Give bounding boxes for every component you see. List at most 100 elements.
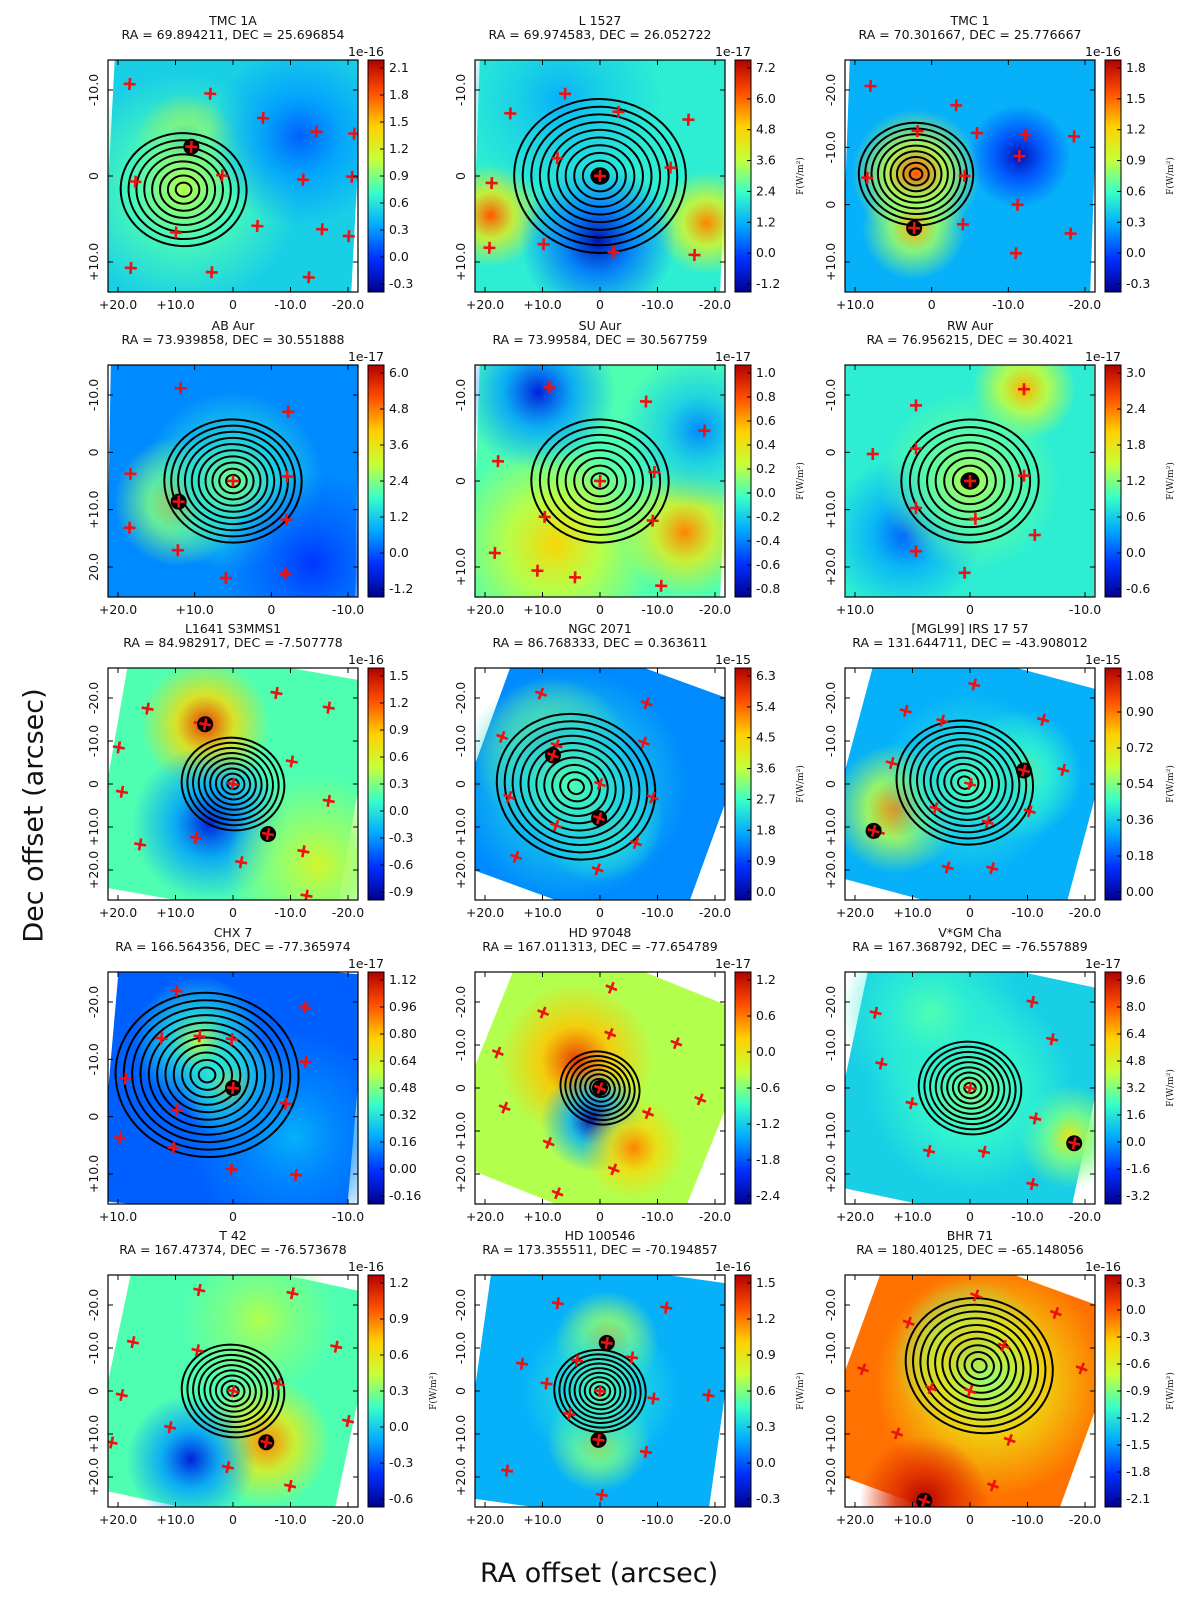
- y-tick-label: 0: [86, 172, 101, 180]
- colorbar-tick-label: 1.8: [1126, 60, 1146, 75]
- spaxel-cross: [637, 736, 650, 749]
- spaxel-cross: [629, 836, 643, 850]
- x-tick-label: -20.0: [332, 297, 364, 312]
- x-tick-label: -10.0: [992, 297, 1024, 312]
- y-tick-label: +10.0: [453, 808, 468, 846]
- contour-line: [917, 433, 1023, 529]
- spaxel-cross: [655, 579, 668, 592]
- spaxel-cross: [591, 863, 604, 876]
- colorbar-label: F(W/m²): [795, 765, 806, 803]
- contour-line: [568, 1362, 632, 1420]
- colorbar-tick-label: 2.1: [389, 60, 409, 75]
- colorbar-scale: 1e-16: [348, 44, 384, 59]
- panel-title: V*GM Cha: [938, 925, 1002, 940]
- contour-line: [589, 1077, 611, 1099]
- contour-line: [186, 1348, 280, 1434]
- contour-line: [584, 1073, 616, 1103]
- heatmap-area: [475, 365, 725, 597]
- contour-line: [197, 1359, 269, 1423]
- source-marker: [225, 1080, 241, 1096]
- y-tick-label: -20.0: [86, 1289, 101, 1321]
- colorbar-tick-label: 1.08: [1126, 668, 1154, 683]
- x-tick-label: -10.0: [274, 297, 306, 312]
- panel-subtitle: RA = 180.40125, DEC = -65.148056: [856, 1242, 1084, 1257]
- x-tick-label: -20.0: [1069, 1512, 1101, 1527]
- x-tick-label: -20.0: [332, 905, 364, 920]
- contour-line: [941, 1330, 1018, 1401]
- spaxel-cross: [559, 87, 572, 100]
- y-tick-label: -10.0: [86, 725, 101, 757]
- contour-line: [946, 1066, 994, 1110]
- colorbar-scale: 1e-17: [715, 349, 751, 364]
- spaxel-cross: [688, 248, 701, 261]
- x-tick-label: 0: [229, 297, 237, 312]
- contour-line: [919, 1310, 1040, 1421]
- spaxel-cross: [1045, 1033, 1059, 1046]
- contour-line: [951, 464, 989, 498]
- colorbar-tick-label: 1.2: [389, 509, 409, 524]
- x-tick-label: 0: [229, 905, 237, 920]
- colorbar-tick-label: 6.4: [1126, 1026, 1146, 1041]
- y-tick-label: +10.0: [823, 1415, 838, 1453]
- contour-line: [203, 757, 263, 811]
- colorbar-tick-label: 0.0: [389, 1419, 409, 1434]
- source-marker: [916, 1492, 933, 1507]
- spaxel-cross: [605, 981, 618, 994]
- colorbar-tick-label: 0.48: [389, 1080, 417, 1095]
- colorbar-tick-label: 0.0: [756, 1044, 776, 1059]
- x-tick-label: 0: [229, 1512, 237, 1527]
- spaxel-cross: [491, 1046, 504, 1059]
- colorbar-tick-label: -0.6: [389, 857, 413, 872]
- spaxel-cross: [225, 1163, 238, 1176]
- colorbar-tick-label: -2.4: [756, 1188, 780, 1203]
- panel-subtitle: RA = 76.956215, DEC = 30.4021: [866, 332, 1073, 347]
- colorbar-tick-label: 3.0: [1126, 365, 1146, 380]
- source-marker: [1066, 1135, 1083, 1152]
- spaxel-cross: [563, 1407, 576, 1421]
- spaxel-cross: [534, 687, 548, 700]
- spaxel-cross: [869, 1006, 882, 1019]
- heatmap-area: [108, 668, 358, 900]
- colorbar-tick-label: 0.4: [756, 437, 776, 452]
- y-tick-label: -20.0: [86, 682, 101, 714]
- x-tick-label: +10.0: [523, 905, 561, 920]
- spaxel-cross: [226, 777, 240, 791]
- colorbar-tick-label: 5.4: [756, 699, 776, 714]
- y-tick-label: +10.0: [86, 1415, 101, 1453]
- x-tick-label: -10.0: [1069, 602, 1101, 617]
- spaxel-cross: [922, 1144, 936, 1158]
- panel-subtitle: RA = 70.301667, DEC = 25.776667: [859, 27, 1082, 42]
- source-marker: [591, 810, 608, 827]
- spaxel-cross: [1068, 130, 1081, 143]
- colorbar-tick-label: 0.0: [756, 884, 776, 899]
- spaxel-cross: [1018, 383, 1030, 396]
- contour-line: [900, 418, 1040, 544]
- spaxel-cross: [1009, 247, 1022, 260]
- contour-line: [916, 738, 1014, 828]
- x-tick-label: -10.0: [641, 1209, 673, 1224]
- colorbar-tick-label: -0.9: [1126, 1383, 1150, 1398]
- spaxel-cross: [958, 169, 971, 182]
- y-tick-label: +20.0: [823, 548, 838, 586]
- contour-line: [183, 436, 283, 526]
- x-tick-label: +20.0: [99, 297, 137, 312]
- sky-map: [845, 972, 1095, 1204]
- colorbar-tick-label: 0.9: [389, 168, 409, 183]
- contour-line: [166, 174, 201, 205]
- y-tick-label: 0: [86, 1113, 101, 1121]
- colorbar-scale: 1e-17: [715, 956, 751, 971]
- colorbar-tick-label: -0.8: [756, 581, 780, 596]
- y-tick-label: -10.0: [86, 1332, 101, 1364]
- contour-line: [558, 1353, 642, 1429]
- spaxel-cross: [969, 512, 982, 525]
- contour-line: [197, 752, 269, 816]
- colorbar-scale: 1e-16: [1085, 44, 1121, 59]
- spaxel-cross: [485, 176, 498, 190]
- x-tick-label: +20.0: [836, 905, 874, 920]
- spaxel-cross: [124, 467, 137, 480]
- contour-line: [211, 461, 255, 501]
